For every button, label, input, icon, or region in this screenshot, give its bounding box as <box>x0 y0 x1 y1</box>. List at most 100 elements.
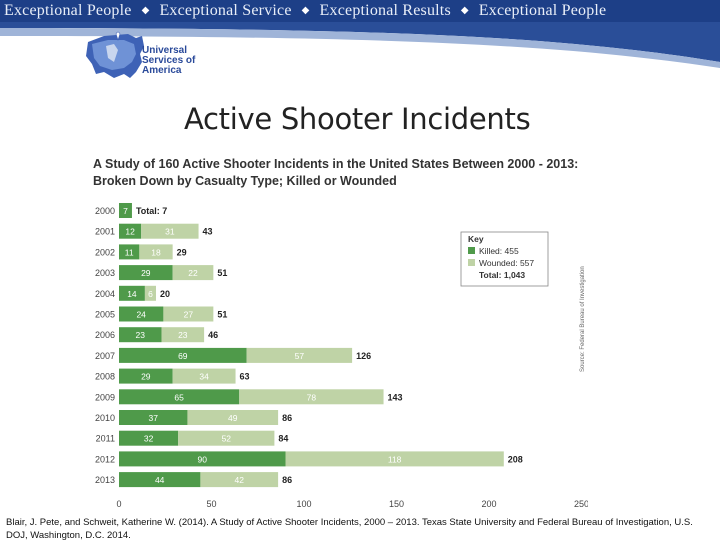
year-label: 2011 <box>96 434 115 444</box>
bar-wounded <box>163 306 214 322</box>
year-label: 2001 <box>95 227 115 237</box>
killed-value-label: 37 <box>148 413 158 423</box>
bar-killed <box>119 389 240 405</box>
x-tick-label: 150 <box>389 499 404 509</box>
year-label: 2000 <box>95 206 115 216</box>
year-label: 2002 <box>95 247 115 257</box>
bar-killed <box>119 223 142 239</box>
bar-killed <box>119 244 140 260</box>
bar-wounded <box>285 451 504 467</box>
total-label: 63 <box>240 372 250 382</box>
bar-wounded <box>246 347 353 363</box>
year-label: 2006 <box>95 330 115 340</box>
bar-wounded <box>187 410 279 425</box>
wounded-value-label: 78 <box>307 392 317 402</box>
legend-swatch-killed <box>468 247 475 254</box>
legend-killed-label: Killed: 455 <box>479 246 519 256</box>
wounded-value-label: 42 <box>235 475 245 485</box>
bar-killed <box>119 368 173 384</box>
killed-value-label: 7 <box>123 206 128 216</box>
year-label: 2013 <box>95 475 115 485</box>
wounded-value-label: 22 <box>188 268 198 278</box>
banner-phrase: Exceptional People <box>4 2 132 19</box>
wounded-value-label: 52 <box>222 434 232 444</box>
chart-title: A Study of 160 Active Shooter Incidents … <box>93 157 578 171</box>
year-label: 2005 <box>95 310 115 320</box>
x-tick-label: 200 <box>481 499 496 509</box>
year-label: 2008 <box>95 372 115 382</box>
legend-wounded-label: Wounded: 557 <box>479 258 534 268</box>
killed-value-label: 11 <box>125 247 134 257</box>
banner-separator: ◆ <box>141 5 150 16</box>
killed-value-label: 29 <box>141 372 151 382</box>
bar-killed <box>119 472 201 488</box>
year-label: 2010 <box>95 413 115 423</box>
bar-wounded <box>172 368 236 384</box>
killed-value-label: 90 <box>198 454 208 464</box>
legend-swatch-wounded <box>468 259 475 266</box>
legend-box <box>460 231 549 287</box>
total-label: 84 <box>278 434 288 444</box>
year-label: 2007 <box>95 351 115 361</box>
killed-value-label: 12 <box>125 227 135 237</box>
x-tick-label: 250 <box>574 499 588 509</box>
banner-text: Exceptional People ◆ Exceptional Service ◆ E… <box>4 2 606 20</box>
killed-value-label: 69 <box>178 351 188 361</box>
bar-wounded <box>239 389 384 405</box>
bar-wounded <box>141 223 199 239</box>
year-label: 2003 <box>95 268 115 278</box>
total-label: 86 <box>282 413 292 423</box>
legend-title: Key <box>468 234 484 244</box>
total-label: 143 <box>388 392 403 402</box>
wounded-value-label: 34 <box>199 372 209 382</box>
bar-wounded <box>144 285 156 301</box>
killed-value-label: 32 <box>144 434 154 444</box>
x-tick-label: 100 <box>296 499 311 509</box>
killed-value-label: 29 <box>141 268 151 278</box>
killed-value-label: 23 <box>136 330 146 340</box>
wounded-value-label: 23 <box>178 330 188 340</box>
bar-killed <box>119 451 286 467</box>
bar-killed <box>119 285 145 301</box>
bar-killed <box>119 327 162 343</box>
bar-killed <box>119 265 173 281</box>
total-label: 51 <box>217 310 227 320</box>
killed-value-label: 44 <box>155 475 165 485</box>
total-label: 29 <box>177 247 187 257</box>
bar-wounded <box>139 244 173 260</box>
total-label: 126 <box>356 351 371 361</box>
wounded-value-label: 118 <box>388 454 402 464</box>
source-note: Source: Federal Bureau of Investigation <box>580 266 586 372</box>
wounded-value-label: 18 <box>151 247 161 257</box>
total-label: 20 <box>160 289 170 299</box>
bar-killed <box>119 430 179 446</box>
total-label: 51 <box>217 268 227 278</box>
header-swoosh <box>0 22 720 68</box>
bar-wounded <box>200 472 279 488</box>
x-axis: 0 50 100 150 200 250 <box>116 499 588 509</box>
banner-separator: ◆ <box>460 5 469 16</box>
usa-map-logo <box>86 31 144 78</box>
bar-wounded <box>161 327 205 343</box>
logo-line: America <box>142 65 182 76</box>
slide-title: Active Shooter Incidents <box>184 102 531 136</box>
year-label: 2012 <box>95 454 115 464</box>
citation-text: Blair, J. Pete, and Schweit, Katherine W… <box>6 517 693 541</box>
x-tick-label: 50 <box>206 499 216 509</box>
wounded-value-label: 6 <box>148 289 153 299</box>
wounded-value-label: 31 <box>165 227 175 237</box>
killed-value-label: 65 <box>174 392 184 402</box>
killed-value-label: 14 <box>127 289 137 299</box>
bar-wounded <box>172 265 214 281</box>
bar-killed <box>119 203 132 218</box>
header-banner: Exceptional People ◆ Exceptional Service ◆ E… <box>0 0 720 22</box>
wounded-value-label: 27 <box>184 310 194 320</box>
logo-line: Services of <box>142 55 196 66</box>
logo-line: Universal <box>142 45 188 56</box>
year-label: 2004 <box>95 289 115 299</box>
casualty-chart: A Study of 160 Active Shooter Incidents … <box>93 157 588 509</box>
banner-phrase: Exceptional Results <box>319 2 451 19</box>
chart-legend: Key Killed: 455 Wounded: 557 Total: 1,04… <box>460 231 549 287</box>
chart-subtitle: Broken Down by Casualty Type; Killed or … <box>93 174 397 188</box>
wounded-value-label: 49 <box>228 413 238 423</box>
